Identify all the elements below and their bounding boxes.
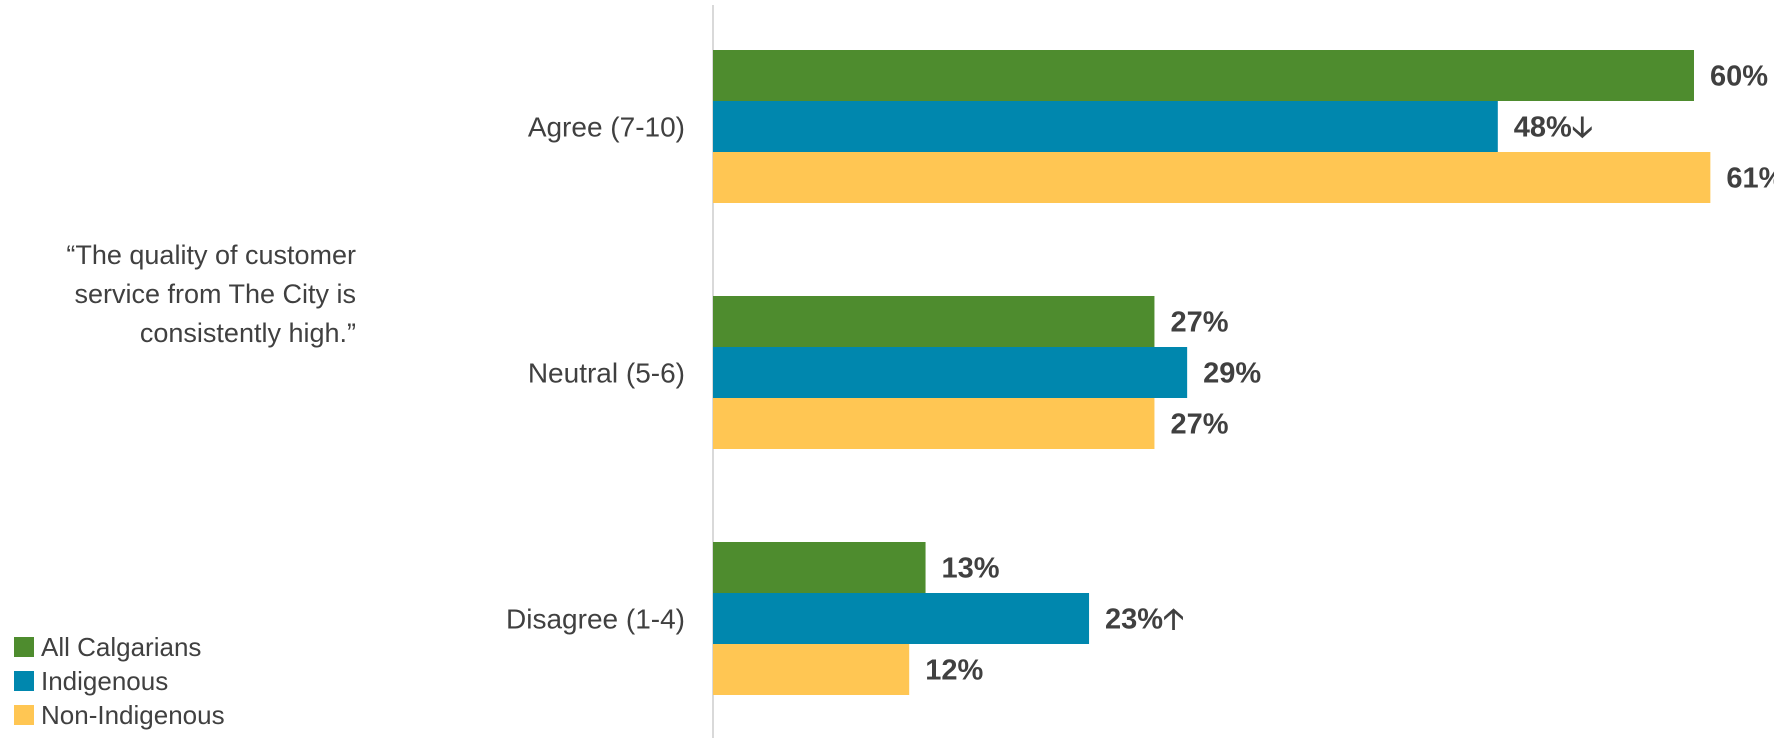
data-label: 27%	[1170, 307, 1228, 339]
data-label: 61%	[1726, 163, 1774, 195]
legend-item-indigenous: Indigenous	[14, 664, 225, 698]
data-label: 48%🡣	[1514, 112, 1593, 144]
legend-label-indigenous: Indigenous	[41, 665, 169, 696]
data-label: 23%🡡	[1105, 604, 1184, 636]
bar	[713, 347, 1188, 398]
legend-label-non-indigenous: Non-Indigenous	[41, 699, 225, 730]
bar	[713, 398, 1155, 449]
bar	[713, 101, 1498, 152]
legend-swatch-indigenous	[14, 671, 34, 691]
bar	[713, 50, 1694, 101]
data-label: 13%	[942, 553, 1000, 585]
category-label: Disagree (1-4)	[506, 604, 685, 635]
question-text: “The quality of customer service from Th…	[66, 240, 356, 348]
data-label: 60%	[1710, 61, 1768, 93]
bar	[713, 152, 1711, 203]
legend-item-non-indigenous: Non-Indigenous	[14, 698, 225, 732]
bar	[713, 296, 1155, 347]
legend-item-all-calgarians: All Calgarians	[14, 630, 225, 664]
category-label: Neutral (5-6)	[528, 358, 685, 389]
bar	[713, 542, 926, 593]
category-label: Agree (7-10)	[528, 112, 685, 143]
legend: All Calgarians Indigenous Non-Indigenous	[14, 630, 225, 732]
legend-swatch-non-indigenous	[14, 705, 34, 725]
data-label: 27%	[1170, 409, 1228, 441]
data-label: 12%	[925, 655, 983, 687]
legend-label-all-calgarians: All Calgarians	[41, 631, 202, 662]
legend-swatch-all-calgarians	[14, 637, 34, 657]
bar	[713, 593, 1090, 644]
data-label: 29%	[1203, 358, 1261, 390]
bar	[713, 644, 910, 695]
